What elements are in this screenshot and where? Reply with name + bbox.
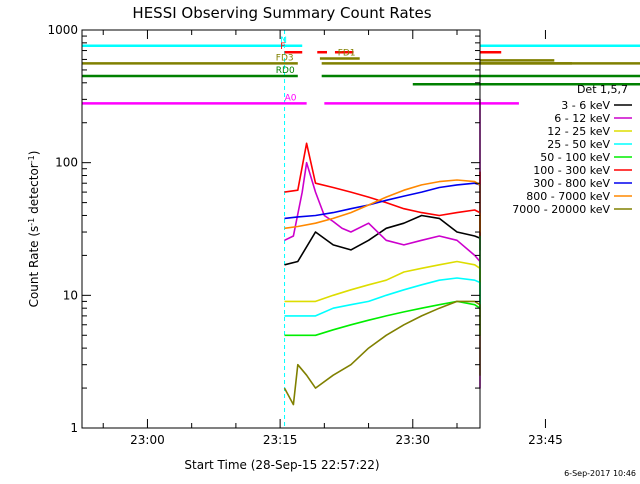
flag-label-n: N [280, 36, 287, 46]
legend-label-6: 300 - 800 keV [533, 177, 610, 190]
flag-label-rd0: RD0 [276, 66, 295, 76]
observing-flags: NFFD1FD3RD0RD6A0 [82, 36, 640, 105]
flag-label-fd3: FD3 [276, 53, 294, 63]
x-tick-label-3: 23:45 [528, 433, 563, 447]
legend-label-4: 50 - 100 keV [540, 151, 610, 164]
legend-label-3: 25 - 50 keV [547, 138, 610, 151]
legend-label-8: 7000 - 20000 keV [512, 203, 610, 216]
legend-label-5: 100 - 300 keV [533, 164, 610, 177]
x-tick-label-1: 23:15 [263, 433, 298, 447]
flag-label-f: F [280, 42, 285, 52]
y-tick-label-0: 1 [70, 421, 78, 435]
plot-frame [81, 29, 481, 429]
flag-label-fd1: FD1 [338, 48, 356, 58]
y-tick-label-1: 10 [63, 288, 78, 302]
y-axis-label: Count Rate (s-1 detector-1) [27, 151, 42, 308]
x-tick-label-0: 23:00 [130, 433, 165, 447]
legend-header: Det 1,5,7 [577, 83, 628, 96]
axes: 110100100023:0023:1523:3023:4500:0000:15… [47, 23, 563, 447]
legend-label-0: 3 - 6 keV [561, 99, 610, 112]
x-axis-label: Start Time (28-Sep-15 22:57:22) [184, 458, 379, 472]
y-tick-label-2: 100 [55, 156, 78, 170]
x-tick-label-2: 23:30 [395, 433, 430, 447]
chart-title: HESSI Observing Summary Count Rates [132, 4, 431, 22]
legend-label-1: 6 - 12 keV [554, 112, 610, 125]
y-tick-label-3: 1000 [47, 23, 78, 37]
legend-label-7: 800 - 7000 keV [526, 190, 610, 203]
flag-label-a0: A0 [285, 93, 297, 103]
legend-label-2: 12 - 25 keV [547, 125, 610, 138]
timestamp: 6-Sep-2017 10:46 [564, 469, 636, 478]
